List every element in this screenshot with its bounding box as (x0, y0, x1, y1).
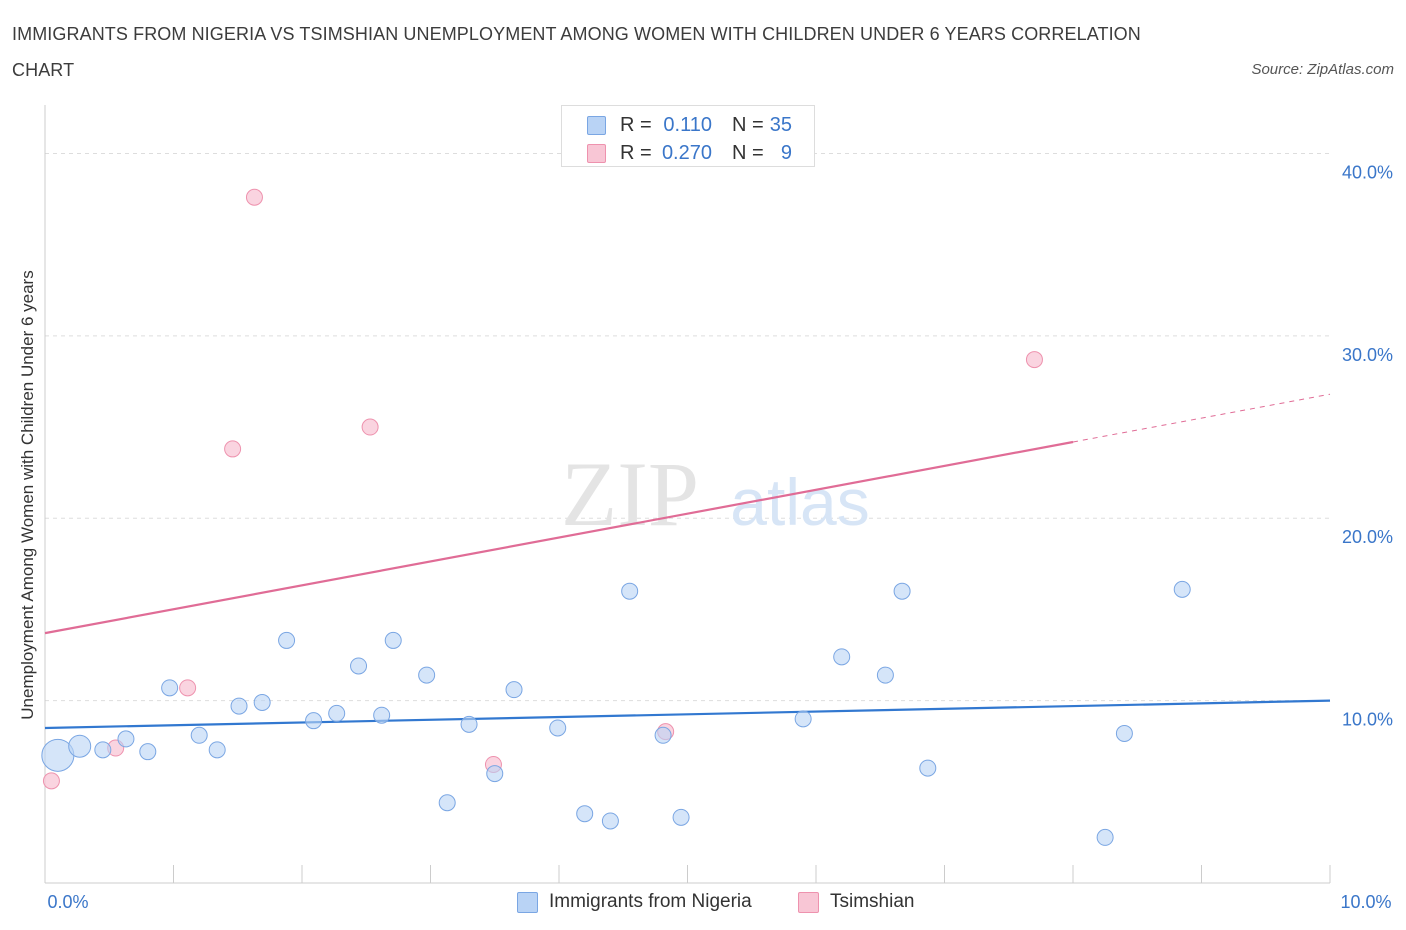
nigeria-point (893, 582, 911, 600)
y-tick-label: 30.0% (1342, 345, 1393, 365)
legend-n-label: N = (732, 114, 764, 136)
nigeria-point (833, 648, 851, 666)
grid-layer (45, 152, 1330, 702)
nigeria-point (672, 808, 690, 826)
legend-r-label: R = (620, 114, 652, 136)
nigeria-point (230, 697, 248, 715)
legend-n-value: 35 (769, 114, 792, 136)
nigeria-point (350, 657, 368, 675)
nigeria-point (328, 704, 346, 722)
x-tick-label: 0.0% (47, 892, 88, 912)
tsimshian-point (179, 679, 197, 697)
legend-row-nigeria: R = 0.110 N = 35 (562, 111, 816, 139)
nigeria-point (68, 734, 92, 758)
nigeria-point (876, 666, 894, 684)
nigeria-point (278, 631, 296, 649)
legend-r-value: 0.270 (661, 142, 712, 164)
tsimshian-point (42, 772, 60, 790)
nigeria-point (486, 765, 504, 783)
data-points (41, 188, 1191, 846)
nigeria-point (373, 706, 391, 724)
tsimshian-legend-swatch (798, 892, 819, 913)
tsimshian-trend-line (44, 440, 1074, 635)
nigeria-point (418, 666, 436, 684)
nigeria-point (601, 812, 619, 830)
stats-legend: R = 0.110 N = 35 R = 0.270 N = 9 (561, 105, 815, 167)
legend-r-value: 0.110 (663, 114, 712, 136)
nigeria-legend-swatch (517, 892, 538, 913)
nigeria-point (161, 679, 179, 697)
chart-title: IMMIGRANTS FROM NIGERIA VS TSIMSHIAN UNE… (12, 24, 1141, 80)
tick-labels: 10.0% 20.0% 30.0% 40.0% 0.0% 10.0% (47, 162, 1393, 912)
nigeria-point (621, 582, 639, 600)
nigeria-point (549, 719, 567, 737)
nigeria-point (117, 730, 135, 748)
nigeria-point (208, 741, 226, 759)
legend-n-value: 9 (780, 142, 792, 164)
nigeria-point (438, 794, 456, 812)
tsimshian-trend-extension (1072, 393, 1331, 443)
tsimshian-point (1025, 351, 1043, 369)
legend-n-label: N = (732, 142, 764, 164)
nigeria-point (1173, 580, 1191, 598)
nigeria-legend-label: Immigrants from Nigeria (549, 891, 752, 912)
trend-lines (44, 393, 1331, 730)
y-tick-label: 40.0% (1342, 162, 1393, 182)
legend-row-tsimshian: R = 0.270 N = 9 (562, 139, 816, 167)
nigeria-point (794, 710, 812, 728)
tsimshian-point (245, 188, 263, 206)
nigeria-point (253, 693, 271, 711)
nigeria-point (190, 726, 208, 744)
nigeria-point (384, 631, 402, 649)
tsimshian-point (361, 418, 379, 436)
nigeria-point (1096, 828, 1114, 846)
watermark-zip: ZIP (561, 443, 699, 545)
nigeria-trend-line (44, 699, 1331, 730)
tsimshian-point (224, 440, 242, 458)
nigeria-swatch (587, 116, 606, 135)
source-label: Source: ZipAtlas.com (1251, 61, 1394, 78)
nigeria-point (1115, 724, 1133, 742)
y-tick-label: 20.0% (1342, 527, 1393, 547)
nigeria-point (654, 726, 672, 744)
tsimshian-swatch (587, 144, 606, 163)
x-tick-label: 10.0% (1340, 892, 1391, 912)
y-tick-label: 10.0% (1342, 710, 1393, 730)
nigeria-point (460, 715, 478, 733)
nigeria-point (505, 681, 523, 699)
nigeria-point (139, 743, 157, 761)
tsimshian-legend-label: Tsimshian (830, 891, 915, 912)
nigeria-point (919, 759, 937, 777)
legend-r-label: R = (620, 142, 652, 164)
nigeria-point (94, 741, 112, 759)
y-axis-label: Unemployment Among Women with Children U… (18, 270, 37, 720)
nigeria-point (576, 805, 594, 823)
nigeria-point (305, 712, 323, 730)
